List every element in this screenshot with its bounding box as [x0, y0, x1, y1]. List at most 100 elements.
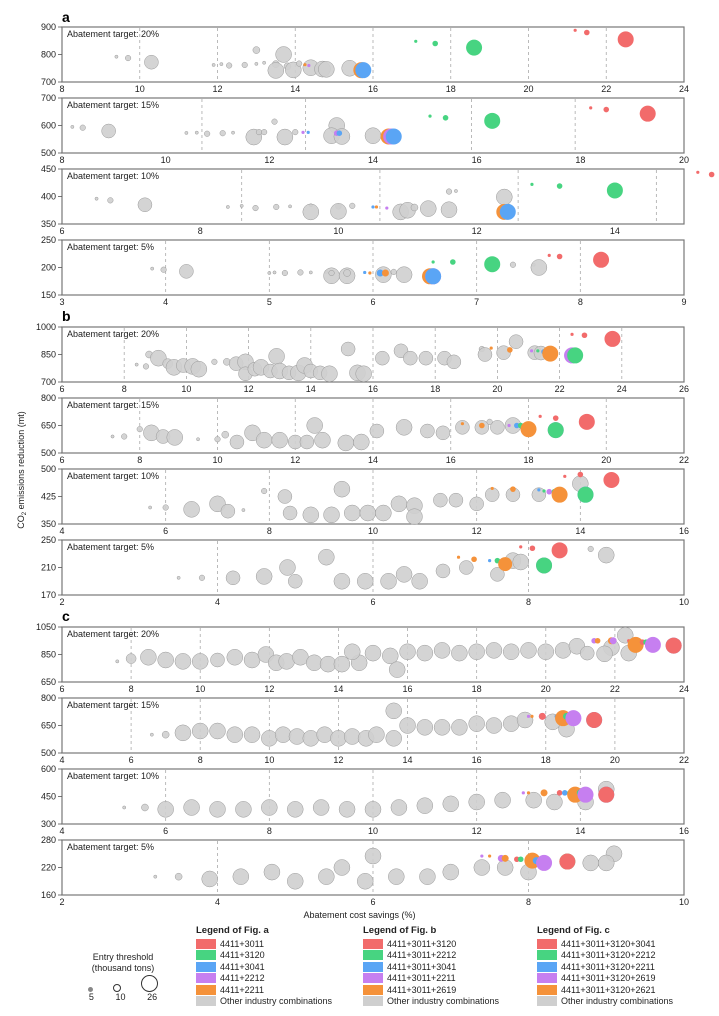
- legend-label: 4411+3120: [220, 950, 265, 961]
- data-point-purple: [536, 854, 553, 871]
- data-point-gray: [390, 268, 397, 275]
- data-point-gray: [582, 854, 599, 872]
- data-point-gray: [344, 504, 361, 522]
- data-point-gray: [420, 200, 437, 217]
- panel-letter-b: b: [62, 308, 71, 324]
- legend-label: 4411+3011+3120+2212: [561, 950, 656, 961]
- x-tick-label: 14: [368, 155, 378, 165]
- legend-item: 4411+3011+3120+3041: [537, 938, 673, 950]
- data-point-gray: [137, 197, 153, 212]
- data-point-gray: [486, 418, 493, 425]
- data-point-gray: [191, 722, 209, 740]
- x-tick-label: 6: [163, 826, 168, 836]
- data-point-gray: [183, 501, 200, 518]
- y-tick-label: 220: [41, 863, 56, 873]
- data-point-gray: [318, 548, 335, 566]
- data-point-orange: [501, 854, 509, 862]
- data-point-gray: [214, 436, 221, 443]
- data-point-gray: [302, 506, 320, 524]
- data-point-gray: [275, 46, 292, 63]
- y-tick-label: 425: [41, 492, 56, 502]
- legend-label: 4411+3011: [220, 938, 264, 949]
- data-point-gray: [442, 795, 459, 813]
- x-tick-label: 14: [333, 684, 343, 694]
- legend-item: Other industry combinations: [363, 996, 499, 1008]
- data-point-gray: [296, 60, 303, 67]
- data-point-blue: [306, 130, 310, 134]
- data-point-gray: [161, 730, 170, 739]
- chart-panel: 500 650 800 6 8 10 12 14 16 18 20 22 Abatement targe…: [41, 393, 689, 465]
- data-point-red: [578, 413, 595, 430]
- data-point-green: [536, 349, 540, 353]
- data-point-gray: [596, 645, 613, 663]
- data-point-gray: [191, 653, 209, 670]
- data-point-red: [589, 106, 593, 110]
- data-point-gray: [468, 643, 485, 660]
- data-point-gray: [220, 503, 236, 519]
- data-point-gray: [509, 261, 517, 268]
- x-tick-label: 20: [601, 455, 611, 465]
- chart-panel: 300 450 600 4 6 8 10 12 14 16 Abatement target: 10…: [41, 764, 689, 836]
- data-point-gray: [297, 269, 304, 276]
- legend-swatch: [363, 996, 383, 1007]
- legend-item: 4411+3120: [196, 950, 332, 962]
- legend-label: 4411+3041: [220, 961, 265, 972]
- data-point-gray: [101, 123, 116, 139]
- size-label: 26: [147, 992, 158, 1002]
- data-point-gray: [343, 269, 351, 277]
- data-point-red: [639, 105, 656, 122]
- x-tick-label: 18: [575, 155, 585, 165]
- data-point-gray: [337, 434, 355, 452]
- data-point-purple: [385, 206, 389, 210]
- data-point-gray: [333, 655, 351, 673]
- data-point-gray: [468, 793, 485, 811]
- bubble-chart-figure: a b c CO2 emissions reduction (mt) 700 800 900…: [16, 9, 715, 907]
- x-tick-label: 16: [446, 455, 456, 465]
- data-point-gray: [359, 504, 377, 522]
- data-point-gray: [239, 204, 244, 208]
- data-point-gray: [399, 643, 416, 660]
- data-point-gray: [276, 128, 294, 146]
- y-tick-label: 500: [41, 464, 56, 474]
- data-point-orange: [520, 421, 537, 438]
- legend-swatch: [537, 996, 557, 1007]
- panel-title: Abatement target: 10%: [67, 471, 159, 481]
- x-tick-label: 10: [333, 226, 343, 236]
- data-point-purple: [507, 423, 511, 428]
- data-point-gray: [410, 203, 419, 212]
- data-point-gray: [134, 362, 139, 367]
- data-point-gray: [136, 426, 143, 433]
- data-point-gray: [473, 859, 491, 876]
- data-point-gray: [435, 425, 451, 441]
- size-label: 10: [115, 992, 126, 1002]
- chart-panel: 700 800 900 8 10 12 14 16 18 20 22 24 Abatement targ…: [41, 22, 689, 94]
- x-tick-label: 4: [59, 526, 64, 536]
- data-point-gray: [349, 202, 356, 209]
- data-point-orange: [374, 205, 379, 209]
- x-tick-label: 10: [264, 755, 274, 765]
- data-point-red: [551, 542, 568, 559]
- data-point-gray: [579, 645, 595, 661]
- x-tick-label: 8: [59, 155, 64, 165]
- x-tick-label: 8: [526, 597, 531, 607]
- data-point-gray: [440, 201, 458, 218]
- x-tick-label: 18: [541, 755, 551, 765]
- data-point-blue: [363, 270, 367, 275]
- data-point-blue: [336, 130, 343, 136]
- x-tick-label: 22: [555, 384, 565, 394]
- data-point-gray: [406, 508, 423, 525]
- data-point-orange: [456, 555, 461, 559]
- panel-title: Abatement target: 5%: [67, 842, 154, 852]
- x-tick-label: 8: [526, 897, 531, 907]
- data-point-gray: [174, 872, 183, 881]
- data-point-green: [428, 114, 432, 118]
- data-point-gray: [241, 508, 246, 512]
- data-point-gray: [306, 417, 323, 434]
- chart-panel: 500 650 800 4 6 8 10 12 14 16 18 20 22 Abatement targ…: [41, 693, 689, 765]
- data-point-gray: [418, 350, 434, 366]
- data-point-orange: [490, 486, 494, 491]
- panel-title: Abatement target: 20%: [67, 29, 159, 39]
- data-point-red: [603, 106, 610, 113]
- y-tick-label: 850: [41, 650, 56, 660]
- data-point-gray: [502, 715, 520, 732]
